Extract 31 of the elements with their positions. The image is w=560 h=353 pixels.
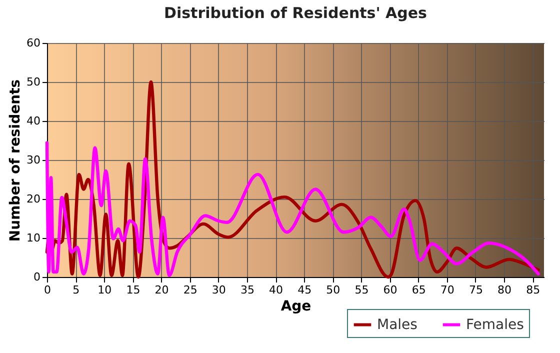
x-tick-label: 15 (126, 284, 140, 296)
x-tick-label: 25 (183, 284, 198, 296)
y-tick-label: 10 (26, 232, 40, 244)
x-tick-label: 40 (269, 284, 284, 296)
y-tick-label: 30 (26, 154, 40, 166)
x-tick-label: 0 (44, 284, 51, 296)
x-tick-label: 75 (468, 284, 483, 296)
x-tick-label: 5 (72, 284, 80, 296)
x-tick-label: 80 (498, 284, 512, 296)
y-tick-label: 0 (34, 270, 40, 284)
y-tick-label: 40 (26, 114, 40, 128)
line-series (45, 141, 540, 278)
y-tick-label: 20 (26, 192, 40, 206)
x-tick-label: 85 (526, 284, 540, 296)
x-tick-label: 20 (154, 284, 169, 296)
chart-title: Distribution of Residents' Ages (164, 4, 428, 22)
x-tick-label: 60 (383, 284, 398, 296)
y-tick-label: 60 (26, 36, 40, 50)
x-tick-label: 70 (440, 284, 454, 296)
x-tick-label: 65 (412, 284, 426, 296)
x-tick-label: 35 (240, 284, 254, 296)
y-axis-title: Number of residents (8, 79, 24, 242)
x-tick-label: 50 (326, 284, 340, 296)
y-tick-label: 50 (26, 76, 40, 88)
x-axis-title: Age (280, 298, 312, 314)
x-tick-label: 10 (98, 284, 112, 296)
x-tick-label: 55 (354, 284, 369, 296)
legend-label: Females (466, 316, 524, 333)
x-tick-label: 30 (212, 284, 226, 296)
x-tick-label: 45 (298, 284, 312, 296)
legend-label: Males (377, 316, 418, 333)
